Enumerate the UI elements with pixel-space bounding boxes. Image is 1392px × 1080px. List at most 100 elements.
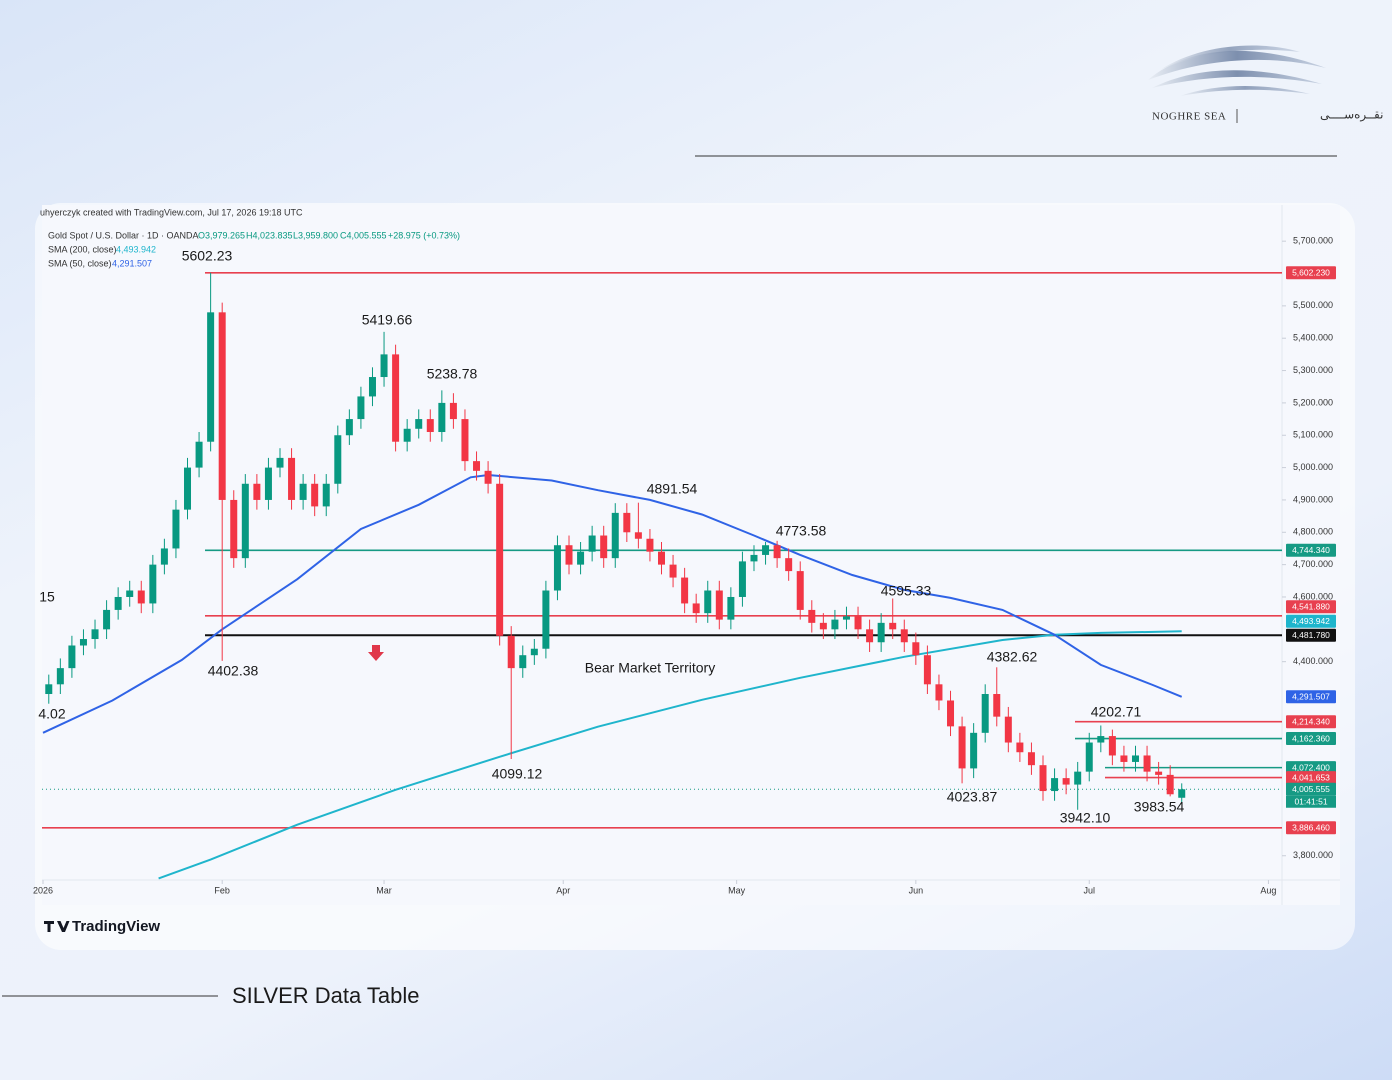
candle-body xyxy=(553,545,561,591)
candle-body xyxy=(473,461,481,471)
overlay: 5,700.000 5,500.000 5,400.000 5,300.000 5,20… xyxy=(33,236,1336,895)
candle-body xyxy=(56,668,64,685)
candle-body xyxy=(311,483,319,507)
logo xyxy=(1148,45,1326,96)
price-annotation: 4402.38 xyxy=(208,663,259,679)
price-tag-label: 4,041.653 xyxy=(1292,772,1330,782)
price-tag-label: 4,072.400 xyxy=(1292,762,1330,772)
chart-background xyxy=(42,205,1340,905)
chart-title: Gold Spot / U.S. Dollar · 1D · OANDA xyxy=(48,230,199,240)
candle-body xyxy=(738,561,746,597)
y-tick-label: 5,300.000 xyxy=(1293,365,1333,375)
candle-body xyxy=(715,590,723,620)
x-tick-label: Feb xyxy=(214,885,230,895)
y-tick-label: 5,200.000 xyxy=(1293,397,1333,407)
candle-body xyxy=(912,642,920,656)
price-annotation: 4023.87 xyxy=(947,789,998,805)
candle-body xyxy=(137,590,145,604)
y-tick-label: 5,400.000 xyxy=(1293,333,1333,343)
candle-body xyxy=(253,483,261,500)
candle-body xyxy=(646,538,654,552)
y-tick-label: 5,100.000 xyxy=(1293,430,1333,440)
watermark: uhyerczyk created with TradingView.com, … xyxy=(40,207,303,217)
candle-body xyxy=(854,616,862,630)
y-tick-label: 5,700.000 xyxy=(1293,236,1333,246)
ohlc-low: L3,959.800 xyxy=(293,230,338,240)
y-tick-label: 4,900.000 xyxy=(1293,494,1333,504)
x-tick-label: Jun xyxy=(909,885,924,895)
price-annotation: 4099.12 xyxy=(492,766,543,782)
candle-body xyxy=(114,596,122,610)
candle-body xyxy=(1155,771,1163,775)
y-tick-label: 4,400.000 xyxy=(1293,656,1333,666)
candle-body xyxy=(600,535,608,559)
candle-body xyxy=(935,684,943,701)
candle-body xyxy=(1051,778,1059,792)
price-tag xyxy=(1286,732,1336,746)
legend-label: SMA (200, close) xyxy=(48,244,117,254)
price-annotation: 4382.62 xyxy=(987,649,1038,665)
candle-body xyxy=(704,590,712,614)
price-annotation: 15 xyxy=(39,589,55,605)
candle-body xyxy=(1131,755,1139,762)
x-tick-label: Mar xyxy=(376,885,392,895)
candle-body xyxy=(889,622,897,630)
candle-body xyxy=(519,655,527,669)
candle-body xyxy=(1143,755,1151,772)
price-tag xyxy=(1286,266,1336,280)
price-annotation: 4595.33 xyxy=(881,583,932,599)
candle-body xyxy=(530,648,538,656)
candle-body xyxy=(1074,771,1082,785)
candle-body xyxy=(1016,742,1024,753)
candle-body xyxy=(842,616,850,620)
candle-body xyxy=(507,635,515,669)
candle-body xyxy=(750,554,758,562)
ohlc-high: H4,023.835 xyxy=(246,230,293,240)
price-tag xyxy=(1286,761,1336,775)
candle-body xyxy=(831,619,839,630)
candle-body xyxy=(877,622,885,643)
price-annotation: 4891.54 xyxy=(647,481,698,497)
candle-body xyxy=(577,551,585,565)
countdown-tag xyxy=(1286,795,1336,808)
candle-body xyxy=(149,564,157,604)
candle-body xyxy=(947,700,955,727)
brand-name: NOGHRE SEA xyxy=(1152,111,1226,123)
candle-body xyxy=(623,512,631,533)
y-tick-label: 3,800.000 xyxy=(1293,850,1333,860)
candle-body xyxy=(45,684,53,695)
legend-value: 4,291.507 xyxy=(112,258,152,268)
price-annotation: 3983.54 xyxy=(1134,799,1185,815)
candle-body xyxy=(484,470,492,484)
candle-body xyxy=(1085,742,1093,772)
candle-body xyxy=(692,603,700,614)
price-tag xyxy=(1286,821,1336,835)
candle-body xyxy=(611,512,619,559)
price-annotation: 4.02 xyxy=(38,706,65,722)
y-tick-label: 5,000.000 xyxy=(1293,462,1333,472)
candle-body xyxy=(230,499,238,559)
candle-body xyxy=(1120,755,1128,762)
x-tick-label: Aug xyxy=(1260,885,1276,895)
brand-name-fa: نقــره‌ســــی xyxy=(1320,108,1383,123)
price-annotation: 5238.78 xyxy=(427,366,478,382)
ohlc-close: C4,005.555 xyxy=(340,230,387,240)
candle-body xyxy=(461,419,469,462)
candle-body xyxy=(773,545,781,559)
candle-body xyxy=(993,694,1001,717)
x-tick-label: May xyxy=(728,885,746,895)
y-tick-label: 4,700.000 xyxy=(1293,559,1333,569)
price-tag-label: 5,602.230 xyxy=(1292,268,1330,278)
candle-body xyxy=(207,312,215,442)
ohlc-open: O3,979.265 xyxy=(198,230,245,240)
price-tag-label: 4,214.340 xyxy=(1292,716,1330,726)
price-tag xyxy=(1286,543,1336,557)
x-tick-label: 2026 xyxy=(33,885,53,895)
candle-body xyxy=(288,457,296,500)
candle-body xyxy=(368,377,376,397)
candle-body xyxy=(496,483,504,636)
price-annotation: 5602.23 xyxy=(182,248,233,264)
candle-body xyxy=(345,419,353,436)
